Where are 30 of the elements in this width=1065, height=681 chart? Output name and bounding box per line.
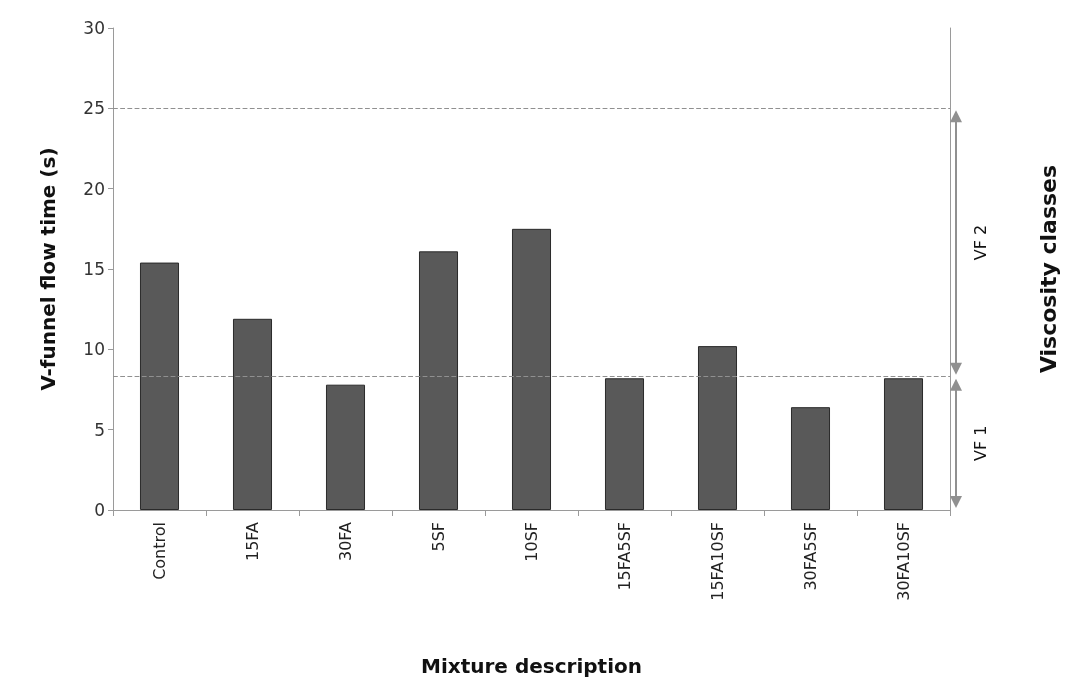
- x-axis-title: Mixture description: [421, 654, 642, 678]
- text: Viscosity classes: [1035, 164, 1061, 374]
- text: VF 1: [970, 425, 990, 462]
- y-tick-label: 25: [83, 98, 105, 119]
- x-tick-label: 10SF: [522, 522, 541, 562]
- x-tick-label: 30FA10SF: [894, 522, 913, 601]
- bar: [232, 318, 273, 510]
- y-axis-title: V-funnel flow time (s): [36, 147, 60, 391]
- bar: [883, 378, 924, 510]
- bar: [604, 378, 645, 510]
- text: VF 2: [970, 224, 990, 261]
- y-tick-label: 5: [94, 419, 105, 440]
- x-tick-label: 30FA5SF: [801, 522, 820, 591]
- bar: [790, 407, 831, 510]
- bar: [511, 228, 552, 510]
- x-tick-label: 15FA: [243, 521, 262, 562]
- x-tick-label: 5SF: [429, 522, 448, 552]
- y-tick-label: 0: [94, 500, 105, 520]
- y-tick-label: 30: [83, 18, 105, 38]
- bar: [325, 384, 366, 510]
- x-tick-label: 15FA10SF: [708, 522, 727, 601]
- bar: [418, 251, 459, 510]
- y-tick-label: 15: [83, 259, 105, 279]
- x-tick-label: 30FA: [336, 521, 355, 562]
- bar: [139, 262, 180, 510]
- y-tick-label: 10: [83, 339, 105, 360]
- y-tick-label: 20: [83, 178, 105, 199]
- x-tick-label: 15FA5SF: [615, 522, 634, 591]
- x-tick-label: Control: [150, 522, 169, 580]
- bar: [697, 346, 738, 510]
